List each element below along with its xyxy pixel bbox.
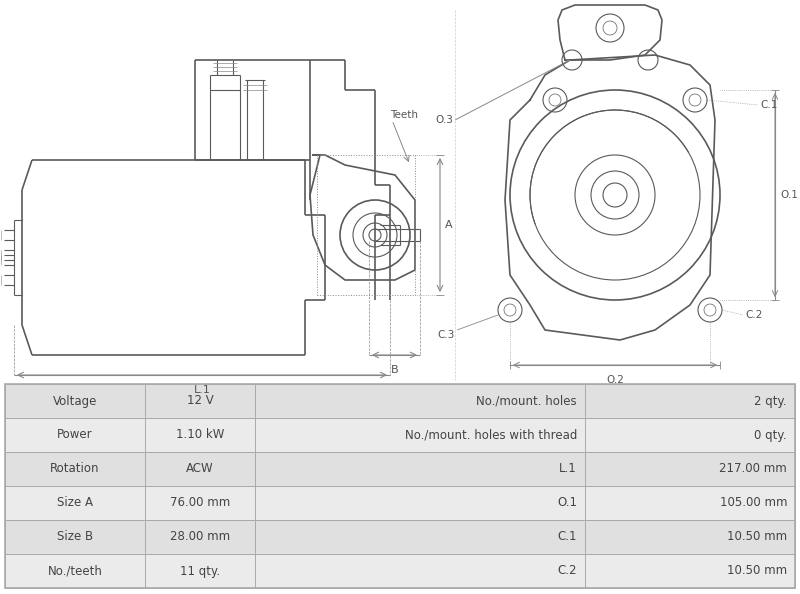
Bar — [145, 554, 255, 588]
Text: Teeth: Teeth — [390, 110, 418, 120]
Bar — [5, 486, 145, 520]
Bar — [585, 384, 795, 418]
Text: 11 qty.: 11 qty. — [180, 564, 220, 577]
Bar — [255, 520, 585, 554]
Text: Rotation: Rotation — [50, 463, 100, 476]
Text: No./mount. holes with thread: No./mount. holes with thread — [405, 428, 577, 441]
Text: Size A: Size A — [57, 497, 93, 510]
Text: O.1: O.1 — [780, 190, 798, 200]
Bar — [585, 520, 795, 554]
Text: 1.10 kW: 1.10 kW — [176, 428, 224, 441]
Text: O.3: O.3 — [435, 115, 453, 125]
Text: C.2: C.2 — [745, 310, 762, 320]
Bar — [145, 520, 255, 554]
Bar — [145, 452, 255, 486]
Bar — [5, 520, 145, 554]
Text: C.3: C.3 — [438, 330, 455, 340]
Bar — [585, 452, 795, 486]
Text: O.1: O.1 — [557, 497, 577, 510]
Bar — [255, 418, 585, 452]
Bar — [5, 554, 145, 588]
Text: O.2: O.2 — [606, 375, 624, 385]
Text: 217.00 mm: 217.00 mm — [719, 463, 787, 476]
Text: ACW: ACW — [186, 463, 214, 476]
Bar — [585, 554, 795, 588]
Bar — [255, 486, 585, 520]
Text: 10.50 mm: 10.50 mm — [727, 564, 787, 577]
Text: L.1: L.1 — [194, 385, 210, 395]
Text: 10.50 mm: 10.50 mm — [727, 530, 787, 544]
Text: Size B: Size B — [57, 530, 93, 544]
Text: 0 qty.: 0 qty. — [754, 428, 787, 441]
Text: C.1: C.1 — [558, 530, 577, 544]
Bar — [5, 384, 145, 418]
Bar — [255, 554, 585, 588]
Text: No./mount. holes: No./mount. holes — [476, 394, 577, 407]
Bar — [585, 418, 795, 452]
Text: 12 V: 12 V — [186, 394, 214, 407]
Text: L.1: L.1 — [559, 463, 577, 476]
Text: C.1: C.1 — [760, 100, 778, 110]
Bar — [145, 418, 255, 452]
Text: 105.00 mm: 105.00 mm — [719, 497, 787, 510]
Text: 2 qty.: 2 qty. — [754, 394, 787, 407]
Text: 28.00 mm: 28.00 mm — [170, 530, 230, 544]
Bar — [145, 384, 255, 418]
Bar — [585, 486, 795, 520]
Text: B: B — [390, 365, 398, 375]
Bar — [255, 452, 585, 486]
Bar — [5, 384, 795, 588]
Bar — [255, 384, 585, 418]
Text: Power: Power — [57, 428, 93, 441]
Text: C.2: C.2 — [558, 564, 577, 577]
Text: 76.00 mm: 76.00 mm — [170, 497, 230, 510]
Bar — [5, 452, 145, 486]
Text: No./teeth: No./teeth — [47, 564, 102, 577]
Text: Voltage: Voltage — [53, 394, 97, 407]
Bar — [5, 418, 145, 452]
Bar — [145, 486, 255, 520]
Text: A: A — [445, 220, 453, 230]
